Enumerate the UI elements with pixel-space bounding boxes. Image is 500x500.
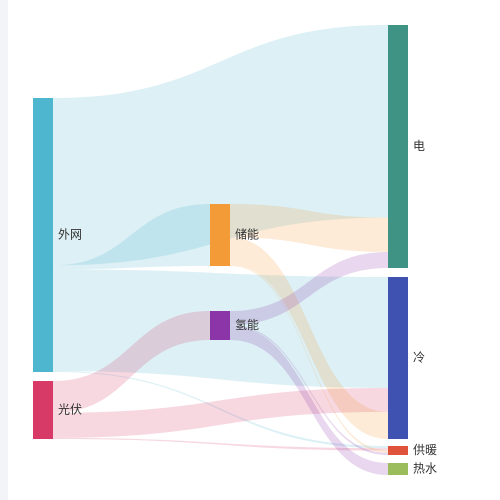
node-grid[interactable] <box>33 98 53 372</box>
node-label-cold: 冷 <box>413 351 425 365</box>
link-h2-elec <box>230 251 388 325</box>
node-elec[interactable] <box>388 25 408 268</box>
node-label-heat: 供暖 <box>413 443 437 457</box>
link-storage-elec <box>230 204 388 252</box>
sankey-links <box>53 25 388 475</box>
link-h2-water <box>230 326 388 475</box>
link-grid-elec <box>53 25 388 266</box>
node-label-storage: 储能 <box>235 227 259 242</box>
link-grid-heat <box>53 371 388 449</box>
link-storage-cold <box>230 237 388 439</box>
link-grid-storage <box>53 204 210 270</box>
node-label-pv: 光伏 <box>58 403 82 417</box>
node-h2[interactable] <box>210 311 230 340</box>
node-label-elec: 电 <box>413 139 425 153</box>
node-label-grid: 外网 <box>58 228 82 242</box>
link-h2-heat <box>230 325 388 455</box>
sankey-nodes <box>33 25 408 475</box>
link-pv-h2 <box>53 311 210 413</box>
node-water[interactable] <box>388 463 408 475</box>
node-heat[interactable] <box>388 446 408 455</box>
link-storage-heat <box>230 264 388 453</box>
node-storage[interactable] <box>210 204 230 266</box>
left-edge-strip <box>0 0 8 500</box>
node-label-water: 热水 <box>413 462 437 476</box>
node-pv[interactable] <box>33 381 53 439</box>
link-pv-heat <box>53 437 388 451</box>
link-pv-cold <box>53 387 388 438</box>
node-cold[interactable] <box>388 277 408 439</box>
node-label-h2: 氢能 <box>235 317 259 332</box>
